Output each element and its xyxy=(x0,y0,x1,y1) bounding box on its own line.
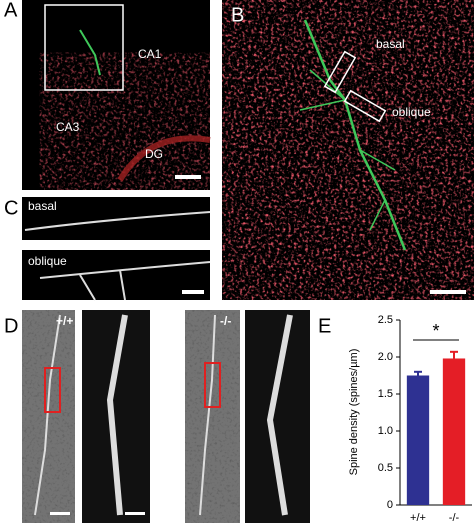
image-d4 xyxy=(245,310,310,523)
roi-box xyxy=(343,89,387,123)
bar xyxy=(406,375,430,505)
y-tick-label: 0.5 xyxy=(378,462,393,474)
neuron-a xyxy=(79,29,101,76)
image-c2 xyxy=(22,250,210,300)
row-label: oblique xyxy=(28,254,67,268)
roi-box xyxy=(323,50,357,94)
dg-stain xyxy=(117,135,211,182)
dendrite-zoom xyxy=(106,314,128,516)
panel-label: A xyxy=(4,0,18,21)
y-tick-label: 1.5 xyxy=(378,388,393,400)
scale-bar xyxy=(175,175,201,179)
image-c1 xyxy=(22,197,210,240)
scale-bar xyxy=(182,290,204,294)
dendrite xyxy=(39,261,211,301)
image-d3-bg xyxy=(185,310,240,523)
y-axis-label: Spine density (spines/µm) xyxy=(348,349,360,476)
significance-mark: * xyxy=(432,321,439,341)
genotype-label: -/- xyxy=(220,314,231,328)
y-tick-label: 0 xyxy=(387,499,393,511)
region-label: CA1 xyxy=(138,47,162,61)
roi-label: oblique xyxy=(392,105,431,119)
hippocampus-stain xyxy=(39,52,210,190)
scale-bar xyxy=(125,512,145,515)
panel-label: C xyxy=(4,197,18,219)
panel-label: E xyxy=(318,315,331,337)
roi-box xyxy=(204,362,221,408)
panel-label: B xyxy=(231,4,244,26)
scale-bar xyxy=(430,290,466,294)
y-tick-label: 2.0 xyxy=(378,351,393,363)
roi-box xyxy=(44,367,61,413)
image-d1-bg xyxy=(22,310,75,523)
bar xyxy=(442,358,466,505)
neuron-b xyxy=(303,19,407,251)
scale-bar xyxy=(50,512,70,515)
y-tick-label: 2.5 xyxy=(378,314,393,326)
red-stain xyxy=(222,0,474,300)
region-label: DG xyxy=(145,147,163,161)
y-tick-label: 1.0 xyxy=(378,425,393,437)
bar-chart: 0 0.5 1.0 1.5 2.0 2.5 +/+ -/- * xyxy=(378,314,472,524)
x-tick-label: -/- xyxy=(449,512,460,523)
dendrite-zoom xyxy=(266,314,293,516)
neuron-branch xyxy=(299,69,396,231)
dendrite xyxy=(199,314,216,516)
genotype-label: +/+ xyxy=(56,314,73,328)
roi-label: basal xyxy=(376,37,405,51)
row-label: basal xyxy=(28,199,57,213)
panel-label: D xyxy=(4,315,18,337)
x-tick-label: +/+ xyxy=(410,512,426,523)
dendrite xyxy=(34,314,61,516)
dendrite xyxy=(24,211,211,231)
inset-box xyxy=(44,4,124,91)
region-label: CA3 xyxy=(56,120,80,134)
